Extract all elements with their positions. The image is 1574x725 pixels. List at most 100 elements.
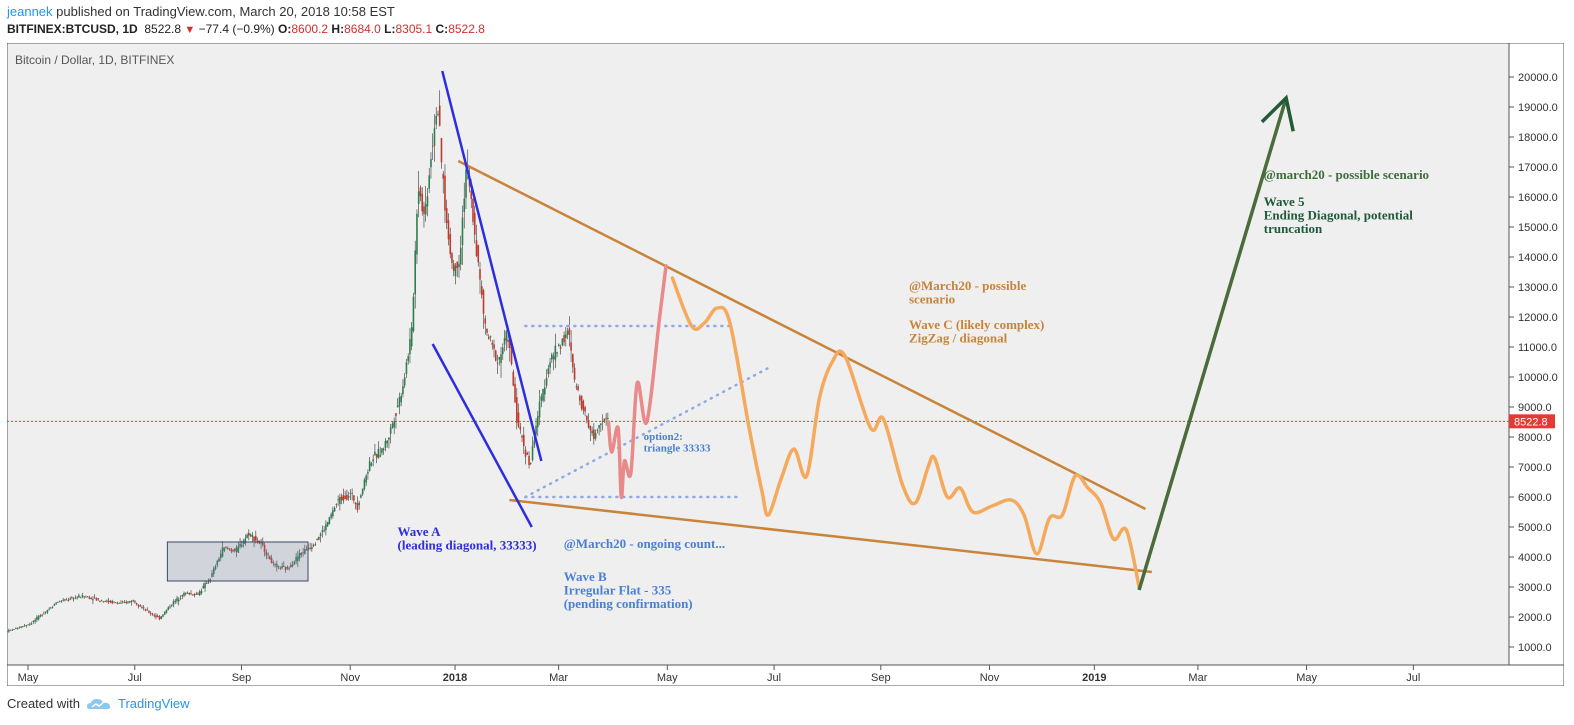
- candle-body: [452, 263, 455, 271]
- candle-body: [25, 625, 28, 626]
- close-label: C:: [435, 22, 449, 36]
- candle-body: [400, 395, 402, 403]
- symbol-bar: BITFINEX:BTCUSD, 1D 8522.8 ▼ −77.4 (−0.9…: [7, 22, 485, 36]
- candle-body: [389, 427, 392, 434]
- candle-body: [97, 598, 99, 600]
- candle-body: [542, 388, 544, 401]
- candle-body: [587, 420, 590, 428]
- price-axis[interactable]: [1508, 42, 1565, 666]
- chart-panel[interactable]: Bitcoin / Dollar, 1D, BITFINEX 20000.0 19…: [0, 42, 1565, 687]
- candle-body: [181, 595, 184, 597]
- candle-body: [156, 615, 159, 618]
- annotation-line: triangle 33333: [644, 443, 711, 455]
- price-chart[interactable]: Bitcoin / Dollar, 1D, BITFINEX 20000.0 19…: [0, 42, 1565, 687]
- candle-body: [253, 536, 255, 541]
- candle-body: [342, 495, 345, 501]
- candle-body: [27, 624, 29, 626]
- candle-body: [200, 590, 203, 594]
- candle-body: [396, 405, 399, 408]
- candle-body: [605, 417, 607, 419]
- candle-body: [71, 597, 73, 599]
- candle-body: [501, 347, 504, 355]
- price-change: −77.4 (−0.9%): [198, 22, 275, 36]
- candle-body: [482, 290, 485, 314]
- candle-body: [428, 175, 431, 189]
- candle-body: [130, 600, 133, 603]
- candle-body: [132, 600, 135, 602]
- candle-body: [424, 204, 427, 215]
- candle-body: [195, 593, 198, 595]
- y-tick-label: 11000.0: [1518, 342, 1557, 354]
- y-tick-label: 6000.0: [1518, 492, 1552, 504]
- candle-body: [386, 440, 388, 444]
- candle-body: [228, 548, 231, 550]
- candle-body: [269, 556, 271, 560]
- candle-body: [163, 611, 166, 615]
- wave-a-upper-line: [441, 70, 543, 462]
- x-tick-label: Sep: [871, 672, 891, 684]
- candle-body: [67, 600, 70, 601]
- candle-body: [79, 597, 82, 599]
- candle-body: [127, 601, 129, 603]
- candle-body: [521, 435, 523, 438]
- candle-body: [339, 497, 341, 505]
- x-tick-label: Mar: [1188, 672, 1207, 684]
- candle-body: [382, 448, 385, 451]
- candle-body: [540, 396, 543, 401]
- candle-body: [114, 602, 117, 604]
- candle-body: [437, 113, 439, 115]
- x-tick-label: Nov: [340, 672, 360, 684]
- open-value: 8600.2: [291, 22, 329, 36]
- annotation-line: Ending Diagonal, potential: [1264, 208, 1414, 223]
- candle-body: [607, 418, 609, 419]
- candle-body: [575, 386, 578, 388]
- triangle-upper-line: [457, 159, 1147, 511]
- tradingview-link[interactable]: TradingView: [117, 696, 190, 711]
- candle-body: [6, 631, 8, 633]
- candle-body: [565, 334, 567, 339]
- candle-body: [552, 356, 555, 359]
- candle-body: [354, 502, 357, 505]
- y-tick-label: 19000.0: [1518, 102, 1558, 114]
- candle-body: [435, 115, 438, 125]
- candle-body: [360, 495, 362, 498]
- candle-body: [58, 600, 61, 602]
- annotation-line: Wave 5: [1264, 194, 1305, 209]
- candle-body: [205, 583, 208, 585]
- candle-body: [463, 198, 466, 212]
- candle-body: [260, 542, 262, 544]
- candle-body: [304, 548, 306, 554]
- candle-body: [85, 596, 87, 598]
- candle-body: [510, 347, 513, 365]
- candle-body: [393, 421, 395, 428]
- created-with-label: Created with: [7, 696, 80, 711]
- candle-body: [346, 494, 348, 500]
- candle-body: [589, 426, 592, 431]
- candle-body: [93, 597, 96, 599]
- candle-body: [134, 601, 136, 603]
- candle-body: [141, 607, 143, 608]
- candle-body: [13, 629, 15, 631]
- candle-body: [603, 418, 606, 422]
- candle-body: [566, 330, 569, 335]
- candle-body: [465, 169, 467, 198]
- candle-body: [160, 616, 163, 619]
- candle-body: [100, 600, 103, 602]
- candle-body: [81, 594, 84, 597]
- candle-body: [533, 440, 536, 446]
- candle-body: [405, 362, 408, 374]
- chart-annotation: @March20 - ongoing count...: [564, 536, 725, 551]
- candle-body: [167, 607, 170, 610]
- annotation-line: @march20 - possible scenario: [1264, 167, 1429, 182]
- candle-body: [50, 607, 52, 609]
- candle-body: [193, 593, 196, 596]
- tradingview-cloud-icon: [86, 698, 111, 709]
- candle-body: [426, 196, 429, 207]
- candle-body: [423, 206, 425, 214]
- author-link[interactable]: jeannek: [7, 4, 53, 19]
- y-tick-label: 12000.0: [1518, 312, 1558, 324]
- candle-body: [62, 599, 64, 601]
- candle-body: [503, 338, 506, 345]
- candle-body: [190, 593, 192, 595]
- candle-body: [95, 598, 98, 601]
